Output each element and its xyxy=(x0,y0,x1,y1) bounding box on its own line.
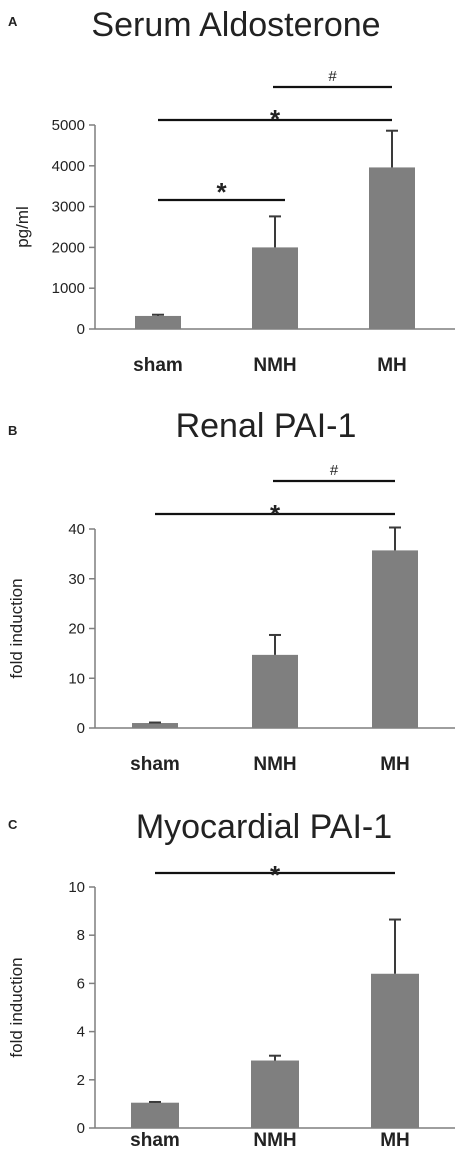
y-tick-label: 10 xyxy=(68,879,85,896)
chart-title: Renal PAI-1 xyxy=(176,407,357,445)
x-category-label: NMH xyxy=(253,754,296,775)
bar-sham xyxy=(135,315,181,329)
x-category-label: MH xyxy=(380,1130,410,1151)
x-category-label: NMH xyxy=(253,1130,296,1151)
y-tick-label: 2 xyxy=(77,1072,85,1089)
y-tick-label: 0 xyxy=(77,1120,85,1137)
x-category-label: sham xyxy=(130,1130,180,1151)
y-tick-label: 10 xyxy=(68,670,85,687)
y-tick-label: 40 xyxy=(68,521,85,538)
x-category-label: sham xyxy=(130,754,180,775)
y-tick-label: 6 xyxy=(77,975,85,992)
significance-label: # xyxy=(330,462,339,479)
chart-panel-A: A Serum Aldosterone pg/ml 0 1000 2000 3000 4000… xyxy=(8,6,455,376)
y-tick-label: 20 xyxy=(68,621,85,638)
significance-label: * xyxy=(270,104,281,134)
y-axis-label: fold induction xyxy=(7,578,26,678)
y-tick-label: 1000 xyxy=(52,280,85,297)
chart-title: Serum Aldosterone xyxy=(91,6,380,44)
bar-NMH xyxy=(252,654,298,728)
significance-label: * xyxy=(270,499,281,529)
significance-label: * xyxy=(216,177,227,207)
chart-title: Myocardial PAI-1 xyxy=(136,808,392,846)
bar-NMH xyxy=(251,1060,299,1128)
significance-label: * xyxy=(270,860,281,890)
significance-label: # xyxy=(328,68,337,85)
y-tick-label: 5000 xyxy=(52,117,85,134)
y-tick-label: 4 xyxy=(77,1024,85,1041)
bar-MH xyxy=(372,550,418,728)
bar-MH xyxy=(369,167,415,329)
y-tick-label: 2000 xyxy=(52,239,85,256)
y-tick-label: 3000 xyxy=(52,199,85,216)
y-tick-label: 0 xyxy=(77,321,85,338)
chart-panel-C: C Myocardial PAI-1 fold induction 0 2 4 6 8 10 sh… xyxy=(7,808,455,1151)
y-tick-label: 30 xyxy=(68,571,85,588)
bar-sham xyxy=(132,723,178,728)
x-category-label: MH xyxy=(377,355,407,376)
x-category-label: MH xyxy=(380,754,410,775)
chart-panel-B: B Renal PAI-1 fold induction 0 10 20 30 40 sham N… xyxy=(7,407,455,775)
x-category-label: NMH xyxy=(253,355,296,376)
panel-letter: A xyxy=(8,14,18,29)
x-category-label: sham xyxy=(133,355,183,376)
y-tick-label: 8 xyxy=(77,927,85,944)
bar-MH xyxy=(371,973,419,1128)
panel-letter: B xyxy=(8,423,17,438)
bar-sham xyxy=(131,1102,179,1128)
bar-NMH xyxy=(252,247,298,329)
y-axis-label: fold induction xyxy=(7,957,26,1057)
y-axis-label: pg/ml xyxy=(13,206,32,248)
y-tick-label: 0 xyxy=(77,720,85,737)
panel-letter: C xyxy=(8,817,18,832)
y-tick-label: 4000 xyxy=(52,158,85,175)
